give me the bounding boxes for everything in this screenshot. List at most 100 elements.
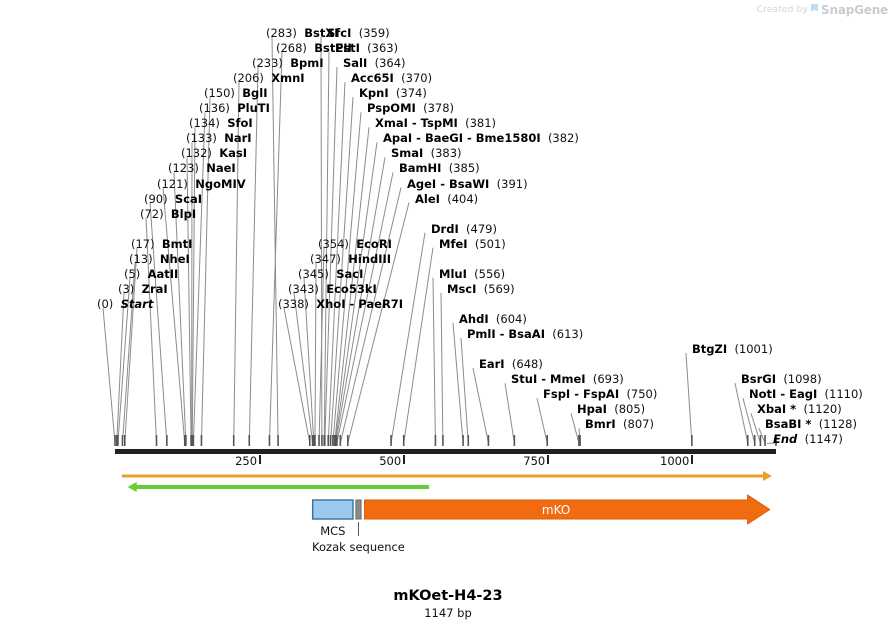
enzyme-position: (1098)	[783, 372, 822, 387]
kozak-leader-stub	[358, 522, 360, 536]
enzyme-position: (90)	[144, 191, 168, 206]
enzyme-label: StuI - MmeI (693)	[511, 373, 624, 386]
plasmid-length: 1147 bp	[424, 606, 472, 620]
enzyme-position: (382)	[547, 131, 579, 146]
enzyme-name: MluI	[439, 266, 467, 281]
name-separator: -	[570, 387, 583, 402]
feature-kozak-tick	[355, 499, 362, 520]
enzyme-position: (5)	[124, 266, 141, 281]
enzyme-name: TspMI	[420, 116, 458, 131]
enzyme-position: (569)	[483, 281, 515, 296]
enzyme-position: (133)	[186, 131, 217, 146]
enzyme-name: FspI	[543, 387, 571, 402]
ruler-tick	[403, 455, 406, 464]
enzyme-name: NarI	[224, 131, 252, 146]
enzyme-label: (3) ZraI	[118, 282, 168, 296]
enzyme-name: XhoI	[316, 296, 346, 311]
enzyme-label: XmaI - TspMI (381)	[375, 117, 496, 130]
name-separator: -	[495, 327, 509, 341]
enzyme-position: (370)	[401, 71, 433, 86]
enzyme-label: (132) KasI	[181, 147, 247, 160]
enzyme-position: (132)	[181, 146, 212, 161]
ruler-bar	[115, 449, 776, 454]
enzyme-position: (150)	[204, 86, 235, 101]
enzyme-label: MscI (569)	[447, 281, 515, 296]
enzyme-position: (604)	[495, 311, 527, 326]
enzyme-label: (123) NaeI	[168, 162, 236, 175]
ruler-tick-label: 500	[379, 454, 402, 468]
enzyme-name: BmtI	[161, 236, 193, 251]
name-separator: -	[537, 372, 551, 387]
enzyme-label: SalI (364)	[343, 57, 406, 70]
enzyme-name: KpnI	[359, 86, 389, 101]
enzyme-label: End (1147)	[773, 433, 843, 446]
feature-label-kozak: Kozak sequence	[312, 540, 405, 554]
snapgene-flag-icon	[811, 4, 819, 16]
enzyme-label: SfcI (359)	[327, 27, 390, 40]
ruler-tick-label: 1000	[660, 454, 690, 468]
enzyme-position: (13)	[129, 251, 153, 266]
enzyme-position: (378)	[423, 101, 455, 116]
enzyme-label: (343) Eco53kI	[288, 282, 377, 296]
enzyme-name: ApaI	[383, 131, 413, 146]
enzyme-position: (381)	[465, 116, 497, 131]
enzyme-label: BtgZI (1001)	[692, 343, 773, 356]
enzyme-position: (1128)	[818, 417, 857, 432]
enzyme-position: (807)	[623, 417, 654, 432]
enzyme-name: BmrI	[585, 417, 616, 432]
snapgene-credit: Created by SnapGene	[756, 3, 889, 17]
enzyme-position: (0)	[97, 296, 114, 311]
enzyme-label: (206) XmnI	[233, 72, 305, 85]
name-separator: -	[412, 131, 425, 146]
name-separator: -	[407, 116, 421, 131]
snapgene-brand: SnapGene	[821, 3, 888, 17]
enzyme-label: SmaI (383)	[391, 147, 462, 160]
enzyme-label: (72) BlpI	[140, 207, 196, 221]
enzyme-label: (17) BmtI	[131, 236, 193, 251]
enzyme-position: (404)	[447, 191, 479, 206]
enzyme-position: (1120)	[803, 402, 842, 417]
enzyme-name: AgeI	[407, 176, 437, 191]
ruler-tick-label: 750	[523, 454, 546, 468]
enzyme-position: (121)	[157, 176, 188, 191]
enzyme-position: (693)	[592, 372, 624, 387]
enzyme-name: HpaI	[577, 402, 607, 417]
enzyme-label: KpnI (374)	[359, 87, 427, 100]
enzyme-label: (121) NgoMIV	[157, 176, 246, 191]
enzyme-name: NgoMIV	[195, 176, 246, 191]
feature-label-mcs: MCS	[320, 524, 346, 538]
enzyme-position: (391)	[496, 176, 528, 191]
enzyme-position: (123)	[168, 161, 199, 176]
enzyme-name: Bme1580I	[475, 131, 541, 146]
enzyme-name: KasI	[219, 146, 248, 161]
enzyme-name: PstI	[335, 41, 360, 56]
enzyme-label: MfeI (501)	[439, 236, 506, 251]
enzyme-name: ScaI	[174, 191, 203, 206]
enzyme-label: AgeI - BsaWI (391)	[407, 176, 528, 191]
ruler-tick	[547, 455, 550, 464]
enzyme-label: (345) SacI	[298, 266, 364, 281]
enzyme-name: EarI	[479, 357, 505, 372]
enzyme-label: AhdI (604)	[459, 311, 527, 326]
enzyme-name: BamHI	[399, 161, 442, 176]
enzyme-name: FspAI	[583, 387, 620, 402]
credit-prefix: Created by	[756, 5, 809, 15]
enzyme-position: (345)	[298, 266, 329, 281]
enzyme-label: NotI - EagI (1110)	[749, 388, 863, 401]
enzyme-label: PstI (363)	[335, 42, 398, 55]
enzyme-label: (354) EcoRI	[318, 237, 392, 251]
enzyme-position: (283)	[266, 26, 297, 40]
enzyme-label: (136) PluTI	[199, 102, 270, 115]
enzyme-name: XmaI	[375, 116, 408, 131]
enzyme-label: XbaI * (1120)	[757, 403, 842, 416]
enzyme-name: SacI	[336, 266, 364, 281]
enzyme-name: Start	[120, 296, 154, 311]
enzyme-label: (5) AatII	[124, 266, 178, 281]
enzyme-position: (1110)	[824, 387, 863, 402]
enzyme-label: (338) XhoI - PaeR7I	[278, 296, 403, 311]
enzyme-name: XmnI	[271, 71, 305, 86]
enzyme-name: NaeI	[206, 161, 236, 176]
enzyme-position: (501)	[474, 236, 506, 251]
